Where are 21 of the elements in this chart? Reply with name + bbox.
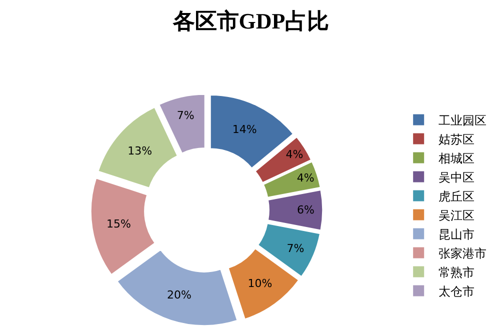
legend-label: 常熟市 [438,265,475,280]
legend-label: 昆山市 [438,227,475,242]
data-label: 10% [248,276,272,290]
data-label: 6% [296,204,314,217]
data-label: 20% [166,288,192,302]
legend-label: 工业园区 [438,113,487,128]
data-label: 7% [286,242,304,255]
chart-title: 各区市GDP占比 [172,8,330,34]
data-label: 15% [106,218,131,231]
data-label: 13% [128,144,152,158]
legend-label: 姑苏区 [438,132,475,146]
data-label: 14% [232,122,257,136]
data-label: 4% [286,148,304,161]
legend-label: 吴江区 [438,208,475,222]
data-label: 7% [176,109,194,122]
legend-label: 虎丘区 [438,189,475,204]
data-label: 4% [296,171,314,184]
legend-label: 张家港市 [438,246,487,260]
legend-label: 太仓市 [438,284,475,298]
legend-label: 吴中区 [438,170,475,184]
legend-label: 相城区 [438,151,475,166]
